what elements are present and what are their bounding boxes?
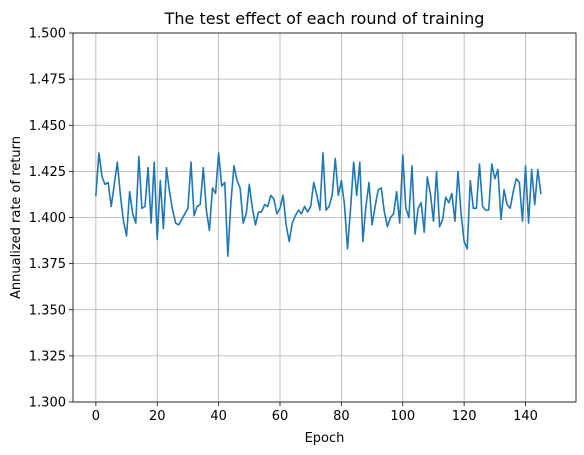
x-tick-label: 0 [92, 409, 100, 424]
y-tick-label: 1.500 [29, 27, 66, 42]
y-tick-label: 1.375 [29, 257, 66, 272]
y-tick-label: 1.450 [29, 119, 66, 134]
x-tick-label: 100 [390, 409, 415, 424]
y-tick-label: 1.325 [29, 349, 66, 364]
y-axis-label: Annualized rate of return [9, 136, 24, 299]
x-axis-label: Epoch [305, 431, 345, 446]
y-tick-label: 1.350 [29, 303, 66, 318]
chart-title: The test effect of each round of trainin… [164, 9, 485, 28]
x-tick-label: 40 [210, 409, 227, 424]
y-tick-label: 1.400 [29, 211, 66, 226]
x-tick-label: 80 [333, 409, 350, 424]
x-tick-label: 60 [272, 409, 289, 424]
x-tick-label: 20 [149, 409, 166, 424]
y-tick-label: 1.425 [29, 165, 66, 180]
y-tick-label: 1.475 [29, 73, 66, 88]
x-tick-label: 140 [513, 409, 538, 424]
x-tick-label: 120 [452, 409, 477, 424]
y-tick-label: 1.300 [29, 396, 66, 411]
